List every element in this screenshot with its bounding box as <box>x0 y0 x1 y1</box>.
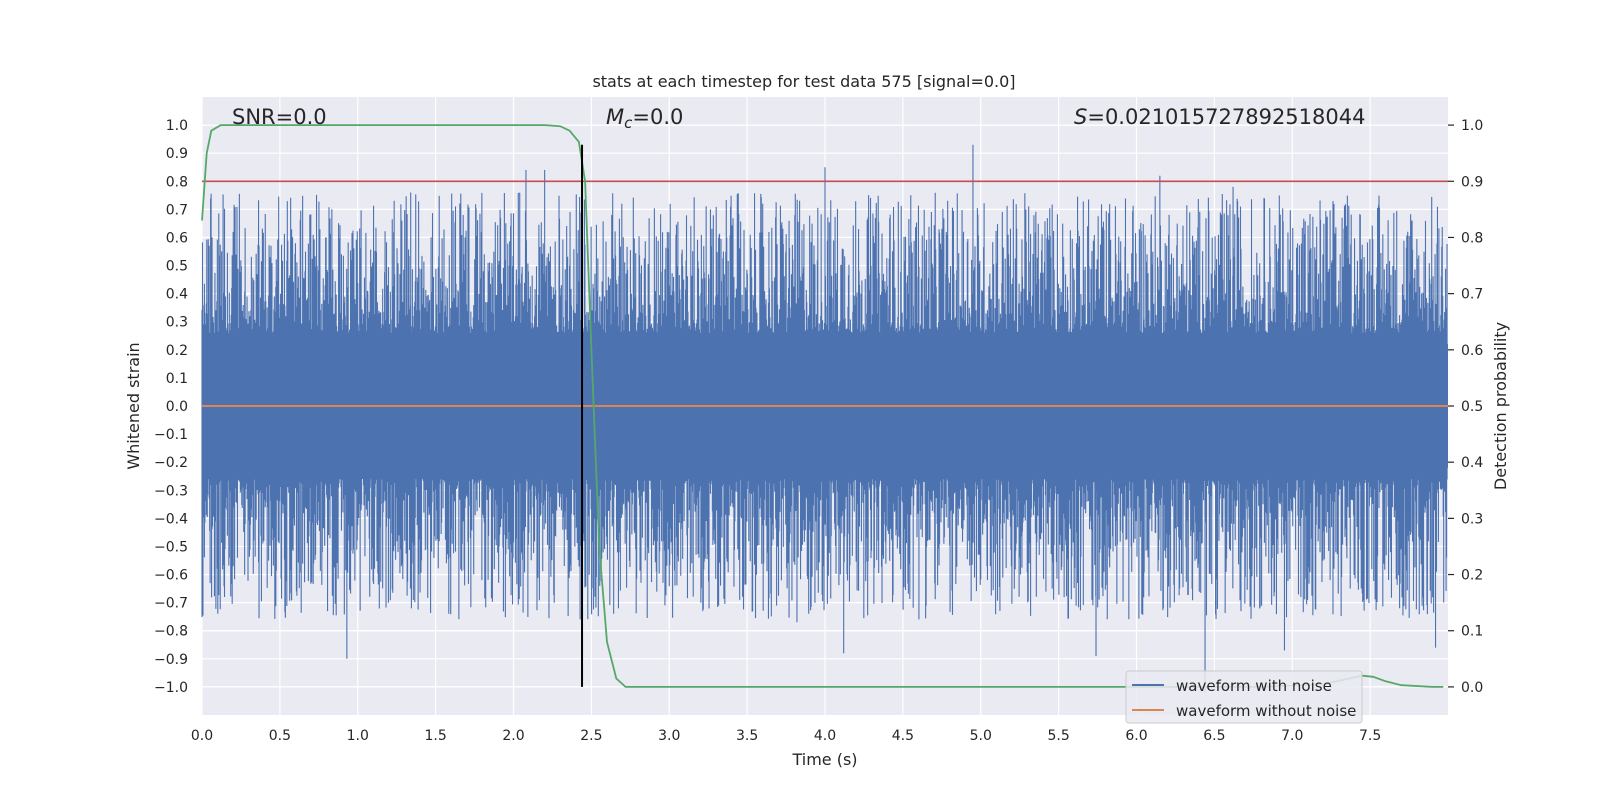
y-tick-label: 0.0 <box>166 399 188 415</box>
y2-tick-label: 0.8 <box>1461 230 1483 246</box>
x-axis-label: Time (s) <box>791 750 857 769</box>
s-symbol: S <box>1074 105 1087 129</box>
detection-probability-line <box>201 124 1444 688</box>
x-tick-label: 6.0 <box>1125 728 1147 744</box>
series-lines <box>201 124 1448 688</box>
y2-tick-label: 0.9 <box>1461 174 1483 190</box>
y-tick-label: 0.7 <box>166 202 188 218</box>
x-tick-label: 0.5 <box>269 728 291 744</box>
y2-tick-label: 0.3 <box>1461 511 1483 527</box>
y-tick-label: 0.8 <box>166 174 188 190</box>
y-tick-label: −0.4 <box>154 511 188 527</box>
y-tick-label: 0.1 <box>166 371 188 387</box>
legend: waveform with noise waveform without noi… <box>1125 670 1363 724</box>
y2-tick-label: 0.0 <box>1461 680 1483 696</box>
x-tick-label: 6.5 <box>1203 728 1225 744</box>
legend-label-clean: waveform without noise <box>1176 702 1356 720</box>
x-tick-label: 2.0 <box>502 728 524 744</box>
s-value: =0.021015727892518044 <box>1087 105 1365 129</box>
x-tick-label: 0.0 <box>191 728 213 744</box>
mc-value: =0.0 <box>632 105 683 129</box>
y2-tick-label: 0.2 <box>1461 568 1483 584</box>
y-tick-label: −1.0 <box>154 680 188 696</box>
x-tick-label: 7.0 <box>1281 728 1303 744</box>
y-tick-label: 0.5 <box>166 259 188 275</box>
chirp-mass-annotation: Mc=0.0 <box>606 105 683 132</box>
y-tick-label: 0.2 <box>166 343 188 359</box>
y-tick-label: −0.3 <box>154 483 188 499</box>
y2-axis-ticks: 1.0 0.9 0.8 0.7 0.6 0.5 0.4 0.3 0.2 0.1 0.0 <box>1448 118 1483 696</box>
y-tick-label: −0.7 <box>154 596 188 612</box>
x-tick-label: 5.0 <box>970 728 992 744</box>
x-tick-label: 3.0 <box>658 728 680 744</box>
y-axis-ticks: 1.0 0.9 0.8 0.7 0.6 0.5 0.4 0.3 0.2 0.1 0.0 −0.1 −0.… <box>154 118 188 696</box>
x-tick-label: 7.5 <box>1359 728 1381 744</box>
legend-label-noise: waveform with noise <box>1176 677 1332 695</box>
y-tick-label: −0.2 <box>154 455 188 471</box>
legend-box <box>1125 670 1363 724</box>
y-tick-label: −0.8 <box>154 624 188 640</box>
x-tick-label: 4.0 <box>814 728 836 744</box>
y-tick-label: 0.9 <box>166 146 188 162</box>
y2-tick-label: 0.4 <box>1461 455 1483 471</box>
y-tick-label: −0.5 <box>154 539 188 555</box>
y2-tick-label: 1.0 <box>1461 118 1483 134</box>
y2-axis-label: Detection probability <box>1491 322 1510 490</box>
y2-tick-label: 0.5 <box>1461 399 1483 415</box>
y-tick-label: 0.6 <box>166 230 188 246</box>
x-tick-label: 5.5 <box>1047 728 1069 744</box>
mc-subscript: c <box>624 114 633 132</box>
x-tick-label: 3.5 <box>736 728 758 744</box>
x-tick-label: 2.5 <box>580 728 602 744</box>
y2-tick-label: 0.6 <box>1461 343 1483 359</box>
y-axis-label: Whitened strain <box>124 342 143 469</box>
y-tick-label: 0.3 <box>166 315 188 331</box>
y-tick-label: 0.4 <box>166 287 188 303</box>
y-tick-label: −0.6 <box>154 568 188 584</box>
y-tick-label: −0.9 <box>154 652 188 668</box>
y-tick-label: −0.1 <box>154 427 188 443</box>
y2-tick-label: 0.1 <box>1461 624 1483 640</box>
x-tick-label: 1.0 <box>347 728 369 744</box>
snr-annotation: SNR=0.0 <box>232 105 327 129</box>
x-tick-label: 1.5 <box>424 728 446 744</box>
x-tick-label: 4.5 <box>892 728 914 744</box>
y-tick-label: 1.0 <box>166 118 188 134</box>
mc-symbol: M <box>606 105 624 129</box>
x-axis-ticks: 0.0 0.5 1.0 1.5 2.0 2.5 3.0 3.5 4.0 4.5 5.0 5.5 6.0 6… <box>191 728 1381 744</box>
chart-title: stats at each timestep for test data 575… <box>592 72 1015 91</box>
score-annotation: S=0.021015727892518044 <box>1074 105 1365 129</box>
y2-tick-label: 0.7 <box>1461 287 1483 303</box>
